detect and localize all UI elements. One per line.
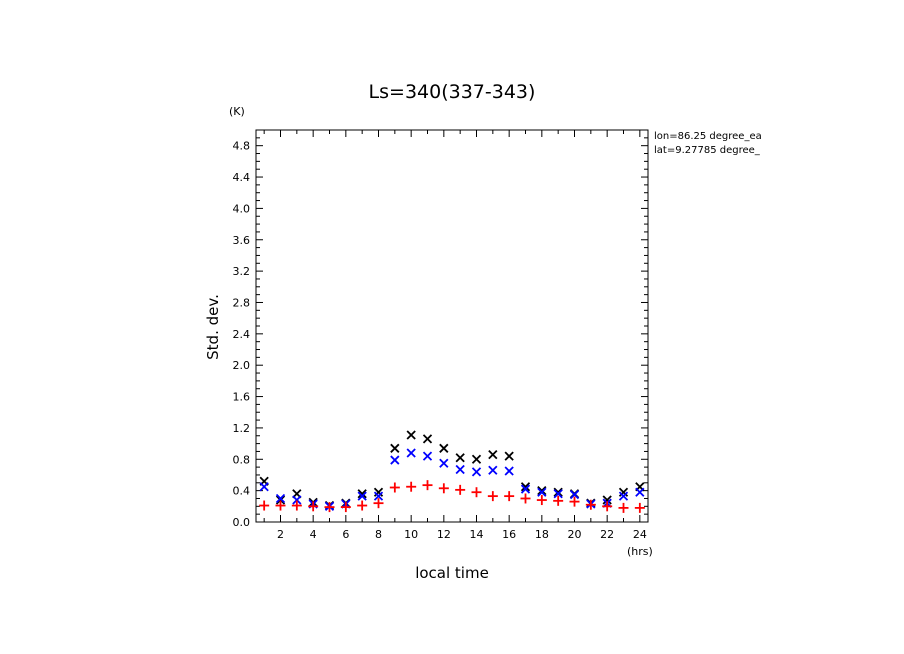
data-point [520,484,531,494]
x-tick-label: 10 [404,528,418,541]
y-axis-label: Std. dev. [204,294,222,360]
data-point [357,500,368,511]
data-point [602,501,613,512]
data-point [291,500,302,511]
data-point [487,491,498,502]
data-point [602,495,612,505]
x-tick-label: 8 [375,528,382,541]
x-tick-label: 22 [600,528,614,541]
data-point [553,487,563,497]
data-point [308,501,319,512]
data-point [537,487,547,497]
data-point [340,502,351,513]
data-point [390,443,400,453]
data-point [635,487,645,497]
data-point [357,491,367,501]
y-tick-label: 2.0 [233,359,251,372]
data-point [471,467,482,477]
data-point [292,495,302,505]
data-point [455,484,466,495]
data-point [455,453,465,463]
data-point [439,443,449,453]
y-tick-label: 0.8 [233,453,251,466]
data-point [275,500,286,511]
data-point [422,434,433,444]
info-lon-label: lon=86.25 degree_ea [654,131,762,142]
x-tick-label: 16 [502,528,516,541]
data-point [406,481,417,492]
y-tick-label: 3.6 [233,234,251,247]
data-point [618,502,629,513]
x-axis-label: local time [415,564,489,582]
y-tick-label: 4.4 [233,171,251,184]
y-tick-label: 1.2 [233,422,251,435]
data-point [324,502,335,513]
data-point [618,491,629,501]
data-point [504,466,514,476]
data-point [406,448,416,458]
y-tick-label: 3.2 [233,265,251,278]
data-point [406,430,416,440]
data-point [553,495,564,506]
y-tick-label: 0.4 [233,485,251,498]
data-point [471,487,482,498]
y-tick-label: 2.4 [233,328,251,341]
y-tick-label: 4.8 [233,140,251,153]
data-point [373,487,384,497]
data-point [259,482,269,492]
x-tick-label: 4 [310,528,317,541]
data-point [504,451,514,461]
y-unit-label: (K) [229,105,245,118]
data-point [259,500,270,511]
data-point [439,458,449,468]
y-tick-label: 1.6 [233,391,251,404]
data-point [471,454,482,464]
x-tick-label: 6 [342,528,349,541]
data-point [536,495,547,506]
data-point [520,493,531,504]
x-tick-label: 18 [535,528,549,541]
x-tick-label: 12 [437,528,451,541]
data-point [537,486,547,496]
series-layer [259,430,645,513]
data-point [520,482,531,492]
data-point [438,483,449,494]
y-tick-label: 0.0 [233,516,251,529]
data-point [569,489,580,500]
data-point [618,487,629,497]
info-lat-label: lat=9.27785 degree_ [654,145,761,156]
data-point [455,464,465,475]
y-tick-label: 4.0 [233,202,251,215]
data-point [569,496,580,507]
axis-ticks: 0.0 0.4 0.8 1.2 1.6 2.0 2.4 2.8 3.2 3.6 4.0 4.4 4.8 2… [233,129,648,541]
data-point [504,491,515,502]
data-point [488,465,498,475]
data-point [585,499,596,510]
chart-title: Ls=340(337-343) [369,81,536,103]
data-point [422,451,433,461]
data-point [357,489,367,499]
x-tick-label: 2 [277,528,284,541]
data-point [275,495,286,505]
data-point [422,480,433,491]
data-point [373,491,384,501]
y-tick-label: 2.8 [233,296,251,309]
data-point [488,449,498,460]
data-point [389,482,400,493]
x-tick-label: 20 [568,528,582,541]
data-point [275,493,286,504]
data-point [390,455,400,465]
plot-frame [255,129,649,523]
data-point [634,502,645,513]
data-point [553,489,563,499]
data-point [373,498,384,509]
x-tick-label: 24 [633,528,647,541]
x-tick-label: 14 [470,528,484,541]
x-unit-label: (hrs) [627,545,653,558]
